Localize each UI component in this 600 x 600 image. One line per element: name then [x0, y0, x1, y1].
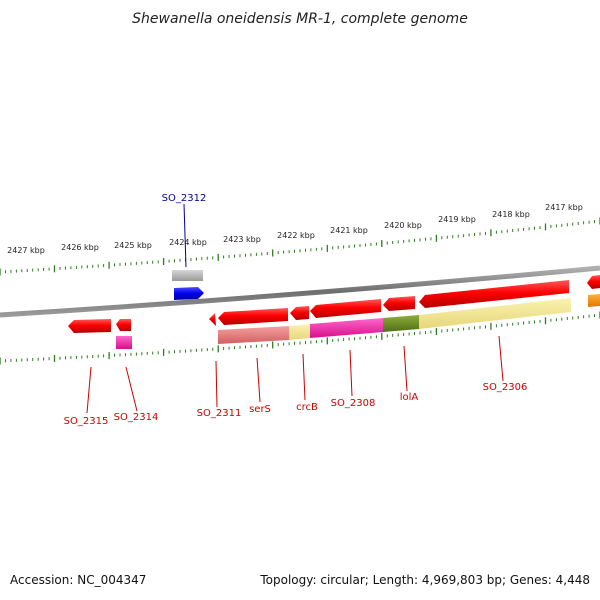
label-leader-lines	[86, 203, 504, 414]
kbp-label: 2424 kbp	[169, 238, 207, 247]
leader-so2306	[498, 335, 504, 382]
gene-label-sers[interactable]: serS	[249, 404, 271, 415]
feature-so2308-arrow[interactable]	[310, 299, 381, 318]
genome-backbone	[0, 265, 600, 318]
gene-label-crcb[interactable]: crcB	[296, 402, 318, 413]
gene-label-so2311[interactable]: SO_2311	[197, 408, 242, 419]
feature-so2314-arrow[interactable]	[116, 319, 131, 331]
feature-lola-arrow[interactable]	[383, 296, 415, 311]
leader-crcb	[302, 353, 306, 401]
kbp-label: 2426 kbp	[61, 243, 99, 252]
gene-label-so2314[interactable]: SO_2314	[114, 412, 159, 423]
leader-so2315	[86, 366, 92, 414]
leader-lola	[403, 345, 408, 392]
feature-so2314-bar[interactable]	[116, 336, 132, 349]
kbp-label: 2425 kbp	[114, 241, 152, 250]
leader-so2312	[183, 203, 187, 268]
forward-features	[172, 270, 600, 307]
reverse-features	[68, 280, 571, 349]
feature-so2308-bar[interactable]	[310, 318, 383, 338]
gene-label-so2306[interactable]: SO_2306	[483, 382, 528, 393]
reverse-tick-track	[0, 311, 600, 365]
feature-so2312-arrow[interactable]	[174, 287, 204, 300]
leader-so2311	[215, 360, 218, 408]
feature-so2306-bar[interactable]	[419, 298, 571, 329]
leader-so2308	[349, 349, 353, 397]
kbp-label: 2423 kbp	[223, 235, 261, 244]
feature-sers-arrow[interactable]	[218, 308, 288, 325]
kbp-label: 2427 kbp	[7, 246, 45, 255]
kbp-label: 2422 kbp	[277, 231, 315, 240]
feature-so2306-arrow[interactable]	[419, 280, 569, 308]
forward-tick-track	[0, 217, 600, 276]
gene-label-lola[interactable]: lolA	[400, 392, 419, 403]
kbp-ruler-labels: 2427 kbp 2426 kbp 2425 kbp 2424 kbp 2423…	[7, 203, 583, 255]
kbp-label: 2421 kbp	[330, 226, 368, 235]
kbp-label: 2419 kbp	[438, 215, 476, 224]
gene-label-so2308[interactable]: SO_2308	[331, 398, 376, 409]
feature-crcb-bar[interactable]	[289, 324, 310, 340]
feature-right-edge-arrow[interactable]	[587, 275, 600, 289]
feature-right-edge-bar[interactable]	[588, 294, 600, 307]
leader-sers	[256, 357, 261, 403]
feature-lola-bar[interactable]	[383, 315, 419, 332]
leader-so2314	[125, 366, 138, 412]
kbp-label: 2417 kbp	[545, 203, 583, 212]
kbp-label: 2420 kbp	[384, 221, 422, 230]
feature-crcb-arrow[interactable]	[290, 306, 309, 320]
feature-so2312-bar[interactable]	[172, 270, 203, 281]
gene-labels: SO_2312 SO_2315 SO_2314 SO_2311 serS crc…	[64, 193, 528, 427]
feature-so2315-arrow[interactable]	[68, 319, 111, 333]
map-title: Shewanella oneidensis MR-1, complete gen…	[132, 11, 468, 27]
feature-sers-bar[interactable]	[218, 326, 289, 344]
topology-text: Topology: circular; Length: 4,969,803 bp…	[260, 573, 590, 587]
gene-label-so2312[interactable]: SO_2312	[162, 193, 207, 204]
accession-text: Accession: NC_004347	[10, 573, 147, 587]
gene-label-so2315[interactable]: SO_2315	[64, 416, 109, 427]
feature-so2311-small-arrow[interactable]	[209, 313, 216, 326]
kbp-label: 2418 kbp	[492, 210, 530, 219]
